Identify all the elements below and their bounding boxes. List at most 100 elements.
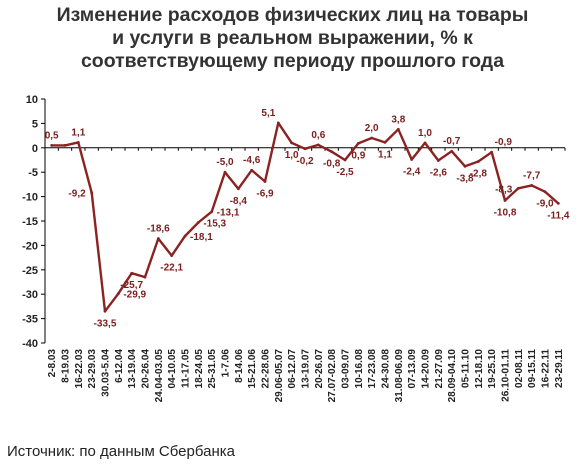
data-label: 1,0: [285, 150, 299, 161]
data-point: [490, 150, 494, 154]
x-tick-label: 19-25.10: [487, 349, 498, 389]
data-point: [50, 143, 54, 147]
data-point: [436, 159, 440, 162]
x-tick-label: 13-19.04: [127, 349, 138, 389]
x-tick-label: 18-24.05: [194, 349, 205, 389]
data-point: [463, 164, 467, 168]
data-point: [116, 292, 120, 296]
data-label: -22,1: [160, 263, 183, 274]
data-label: -0,9: [495, 137, 513, 148]
data-label: -0,7: [443, 136, 461, 147]
x-tick-label: 28.09-04.10: [447, 349, 458, 403]
data-point: [263, 180, 267, 183]
y-tick-label: -10: [22, 192, 38, 204]
data-label: -0,2: [296, 156, 314, 167]
data-label: -2,6: [430, 167, 448, 178]
y-axis: 10 5 0 -5 -10 -15 -20 -25 -30 -35 -40: [22, 94, 46, 350]
data-point: [143, 275, 147, 279]
data-point: [370, 136, 374, 140]
x-tick-label: 14-20.09: [421, 349, 432, 389]
data-point: [343, 158, 347, 162]
x-tick-label: 07-13.09: [407, 349, 418, 389]
data-point: [410, 158, 414, 161]
data-label: -13,1: [217, 208, 240, 219]
x-tick-label: 10-16.08: [354, 349, 365, 389]
data-point: [210, 210, 214, 214]
data-label: -0,8: [323, 159, 341, 170]
data-label: 3,8: [391, 114, 405, 125]
data-label: -6,9: [256, 188, 274, 199]
x-tick-label: 09-15.11: [527, 349, 538, 388]
x-tick-label: 20-26.07: [314, 349, 325, 389]
data-label: 1,1: [71, 127, 85, 138]
y-tick-label: -40: [22, 338, 38, 350]
data-label: 1,1: [378, 149, 392, 160]
x-tick-label: 22-28.06: [261, 349, 272, 389]
data-point: [303, 147, 307, 151]
x-tick-label: 21-27.09: [434, 349, 445, 389]
x-axis: 2-8.03 8-19.03 16-22.03 23-29.03 30.03-5.04 6…: [44, 147, 566, 403]
data-point: [503, 199, 507, 202]
y-tick-label: -5: [28, 167, 38, 179]
data-point: [250, 168, 254, 172]
x-tick-label: 23-29.11: [554, 349, 565, 388]
x-tick-label: 8-14.06: [234, 349, 245, 383]
x-tick-label: 16-22.11: [541, 349, 552, 388]
x-tick-label: 26.10-01.11: [501, 349, 512, 402]
data-point: [530, 183, 534, 187]
x-tick-label: 6-12.04: [114, 349, 125, 383]
data-point: [276, 121, 280, 125]
x-tick-label: 13-19.07: [301, 349, 312, 389]
x-tick-label: 24.04-03.05: [154, 349, 165, 403]
data-point: [396, 127, 400, 131]
data-point: [316, 143, 320, 147]
data-point: [170, 254, 174, 258]
y-tick-label: 5: [32, 118, 38, 130]
data-label: -33,5: [94, 318, 117, 329]
data-label: -4,6: [243, 155, 261, 166]
data-label: 2,0: [365, 123, 379, 134]
data-label: -29,9: [123, 290, 146, 301]
x-tick-label: 31.08-06.09: [394, 349, 405, 403]
data-point: [76, 141, 80, 144]
data-label: -2,8: [470, 168, 488, 179]
x-tick-label: 23-29.03: [87, 349, 98, 389]
data-label: -7,7: [523, 170, 541, 181]
data-label: -10,8: [494, 208, 517, 219]
data-label: -9,2: [68, 189, 86, 200]
data-label: -2,4: [403, 167, 421, 178]
data-point: [90, 191, 94, 195]
data-label: 0,9: [351, 150, 365, 161]
data-label: -2,5: [336, 167, 354, 178]
x-tick-label: 24-30.08: [381, 349, 392, 389]
data-label: 0,6: [311, 130, 325, 141]
x-tick-label: 29.06-05.07: [274, 349, 285, 403]
data-point: [516, 186, 520, 190]
y-tick-label: 10: [26, 94, 38, 106]
x-tick-label: 15-21.06: [247, 349, 258, 389]
data-point: [556, 202, 560, 205]
chart-title-line-3: соответствующему периоду прошлого года: [80, 50, 505, 72]
chart-title-line-2: и услуги в реальном выражении, % к: [112, 27, 473, 49]
data-label: -11,4: [547, 210, 570, 221]
x-tick-label: 2-8.03: [47, 349, 58, 378]
data-label: -9,0: [536, 199, 554, 210]
x-tick-label: 27.07-02.08: [327, 349, 338, 403]
data-point: [103, 309, 107, 313]
x-tick-label: 05-11.10: [461, 349, 472, 388]
data-point: [476, 160, 480, 163]
data-label: -25,7: [120, 280, 143, 291]
data-label: 5,1: [261, 108, 275, 119]
data-label: 0,5: [45, 130, 59, 141]
y-tick-label: -35: [22, 314, 38, 326]
x-tick-label: 8-19.03: [61, 349, 72, 383]
data-label: -18,6: [147, 224, 170, 235]
x-tick-label: 04-10.05: [167, 349, 178, 389]
x-tick-label: 06-12.07: [287, 349, 298, 389]
y-tick-label: -15: [22, 216, 38, 228]
data-label: -8,4: [230, 196, 248, 207]
x-tick-label: 03-09.07: [341, 349, 352, 389]
y-tick-label: -25: [22, 265, 38, 277]
x-tick-label: 30.03-5.04: [101, 349, 112, 397]
